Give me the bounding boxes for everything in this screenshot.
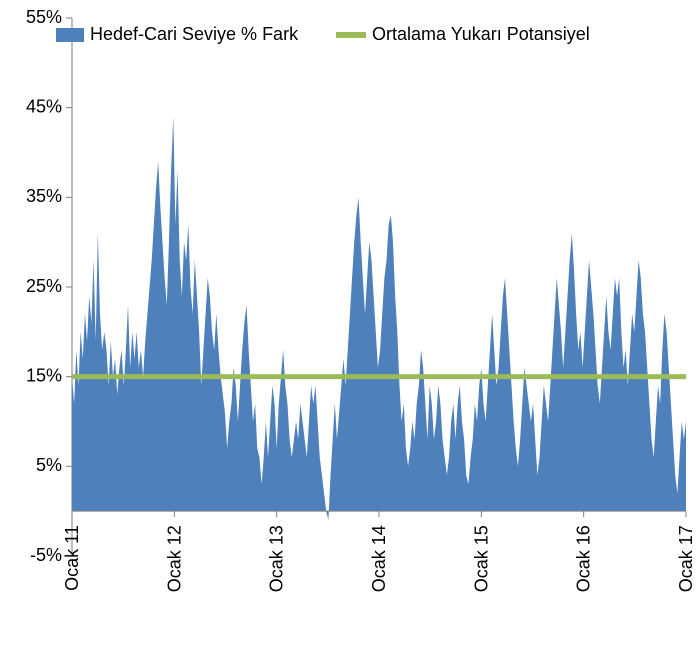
svg-text:Ocak 16: Ocak 16 bbox=[574, 525, 594, 592]
svg-text:Ocak 15: Ocak 15 bbox=[471, 525, 491, 592]
svg-text:Ocak 13: Ocak 13 bbox=[267, 525, 287, 592]
chart-svg: -5%5%15%25%35%45%55%Ocak 11Ocak 12Ocak 1… bbox=[0, 0, 699, 660]
svg-text:35%: 35% bbox=[26, 186, 62, 206]
legend-item-line: Ortalama Yukarı Potansiyel bbox=[336, 24, 590, 45]
svg-text:25%: 25% bbox=[26, 276, 62, 296]
svg-text:Ocak 17: Ocak 17 bbox=[676, 525, 696, 592]
svg-text:5%: 5% bbox=[36, 455, 62, 475]
chart-container: Hedef-Cari Seviye % Fark Ortalama Yukarı… bbox=[0, 0, 699, 660]
legend-item-area: Hedef-Cari Seviye % Fark bbox=[56, 24, 298, 45]
svg-text:Ocak 14: Ocak 14 bbox=[369, 525, 389, 592]
legend-swatch-area bbox=[56, 28, 84, 42]
svg-text:Ocak 11: Ocak 11 bbox=[62, 525, 82, 591]
svg-text:45%: 45% bbox=[26, 96, 62, 116]
svg-text:Ocak 12: Ocak 12 bbox=[164, 525, 184, 592]
svg-text:15%: 15% bbox=[26, 365, 62, 385]
legend-label-area: Hedef-Cari Seviye % Fark bbox=[90, 24, 298, 45]
legend-swatch-line bbox=[336, 32, 366, 38]
svg-text:-5%: -5% bbox=[30, 545, 62, 565]
legend-label-line: Ortalama Yukarı Potansiyel bbox=[372, 24, 590, 45]
